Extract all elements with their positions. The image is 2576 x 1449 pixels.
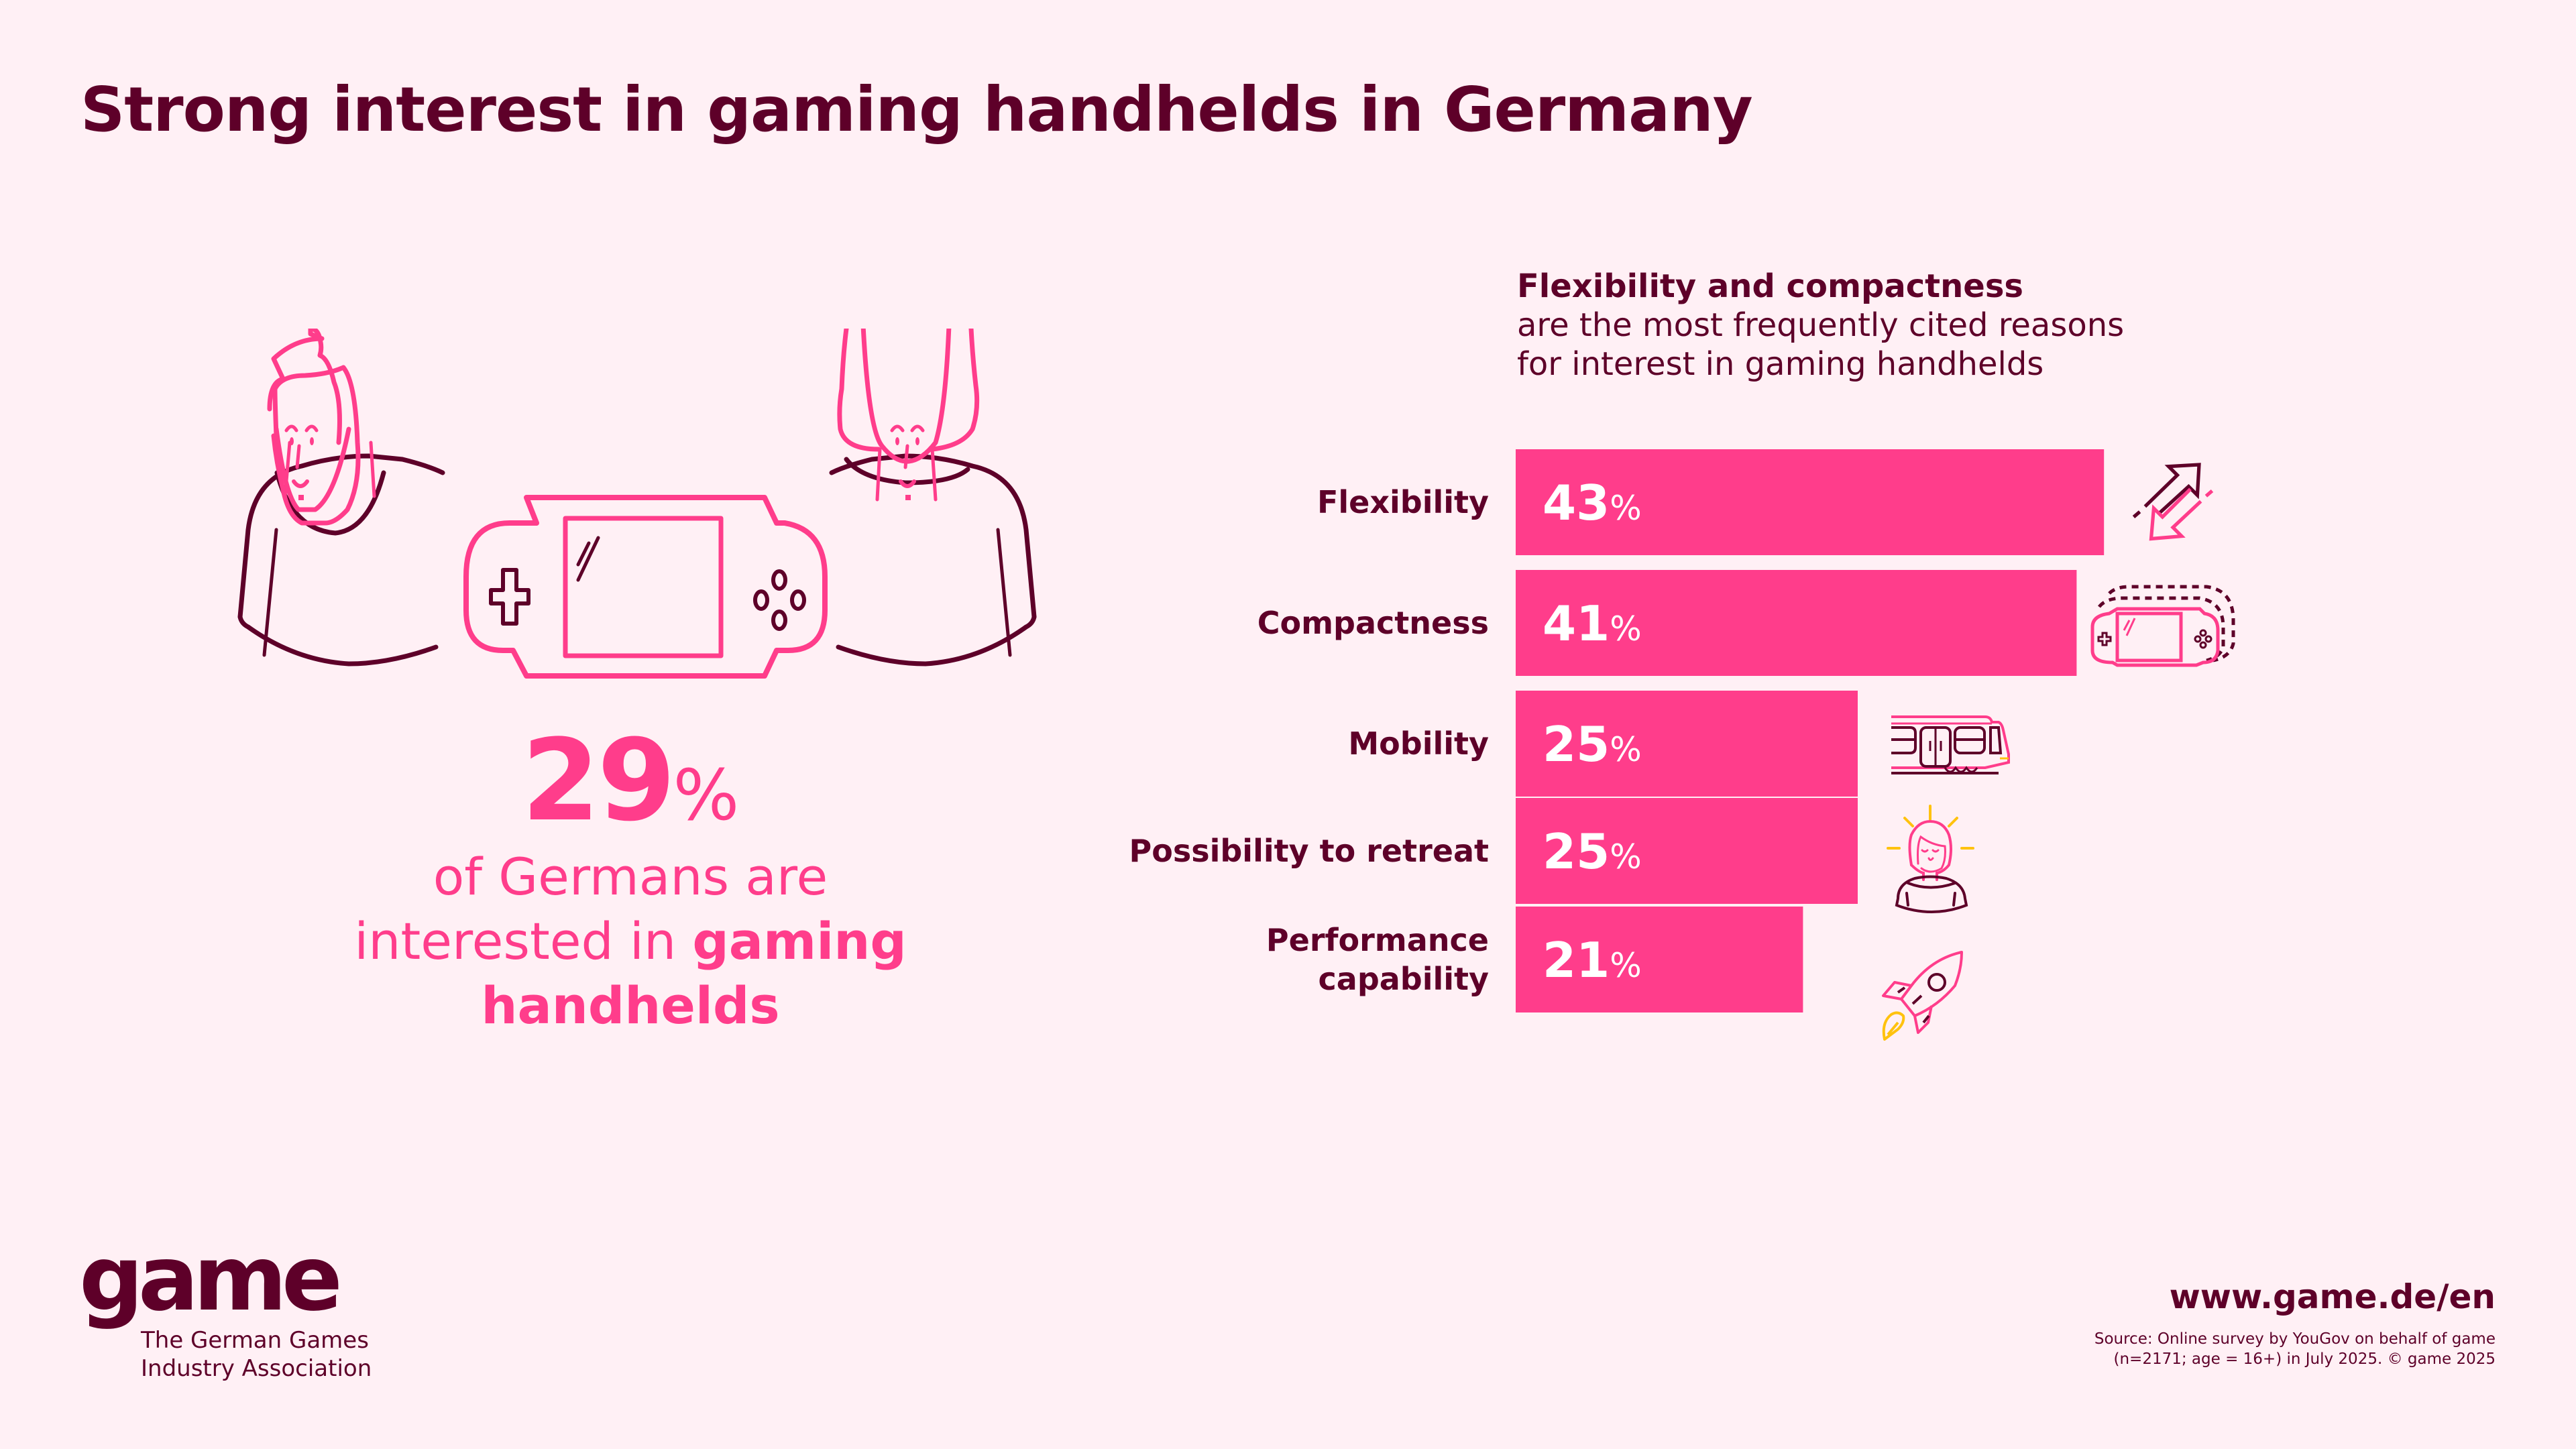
bar-compactness [1516, 570, 2077, 676]
bar-value-label: 25% [1543, 823, 1642, 880]
hero-stat-value: 29% [521, 715, 740, 846]
bar-value-label: 21% [1543, 932, 1642, 988]
bar-flexibility [1516, 449, 2105, 555]
logo-subtitle: The German Games Industry Association [141, 1327, 372, 1382]
source-note: Source: Online survey by YouGov on behal… [2094, 1330, 2496, 1368]
game-logo: game The German Games Industry Associati… [79, 1234, 372, 1383]
category-label: Mobility [1348, 726, 1489, 762]
bar-performance-capability [1516, 907, 1803, 1012]
arrows-exchange-icon [2132, 463, 2214, 541]
chart-heading-line: are the most frequently cited reasons [1517, 306, 2125, 344]
bar-mobility [1516, 691, 1858, 797]
category-label: Performance capability [1266, 922, 1489, 997]
rocket-icon [1882, 951, 1963, 1041]
relaxed-woman-icon [1887, 805, 1974, 913]
hero-stat: 29% of Germans are interested in gaming … [295, 724, 966, 1038]
bar-value-label: 41% [1543, 595, 1642, 652]
page-title: Strong interest in gaming handhelds in G… [80, 74, 1753, 146]
category-label: Compactness [1257, 605, 1489, 641]
bar-value-label: 25% [1543, 716, 1642, 772]
hero-illustration [237, 329, 1037, 679]
woman-icon [829, 329, 1037, 666]
category-label: Possibility to retreat [1129, 833, 1489, 869]
bar-possibility-to-retreat [1516, 798, 1858, 904]
chart-heading-line: for interest in gaming handhelds [1517, 345, 2044, 383]
hero-stat-caption: of Germans are interested in gaming hand… [354, 847, 907, 1035]
bar-value-label: 43% [1543, 475, 1642, 531]
man-icon [237, 329, 445, 666]
category-label: Flexibility [1317, 484, 1489, 520]
train-icon [1891, 715, 2010, 774]
chart-heading-lead: Flexibility and compactness [1517, 268, 2023, 305]
handheld-console-icon [463, 495, 828, 679]
chart-heading: Flexibility and compactness are the most… [1517, 267, 2124, 384]
logo-wordmark: game [79, 1226, 343, 1331]
website-link[interactable]: www.game.de/en [2169, 1277, 2496, 1316]
compact-handheld-icon [2090, 585, 2235, 667]
